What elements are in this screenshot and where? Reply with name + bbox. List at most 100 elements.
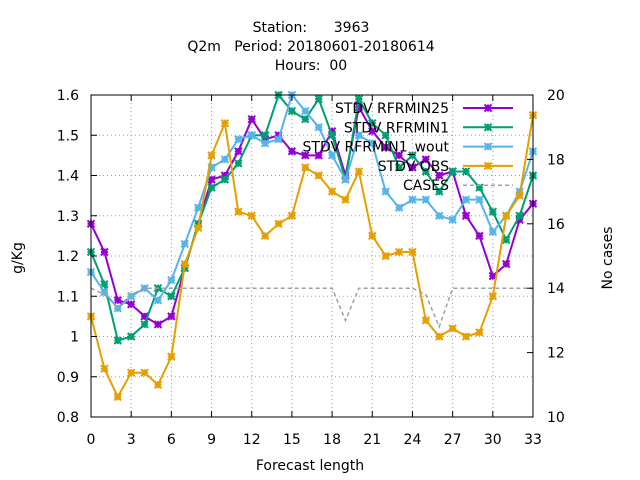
data-point [448, 215, 457, 224]
data-point [100, 279, 109, 289]
data-point [167, 275, 176, 285]
y2-tick-label: 10 [547, 410, 565, 426]
data-point [287, 211, 297, 220]
series-line [90, 92, 534, 342]
data-point [394, 163, 404, 172]
data-point [394, 203, 404, 212]
x-tick-label: 6 [167, 432, 176, 448]
data-point [234, 147, 243, 156]
data-point [314, 94, 323, 104]
data-point [461, 332, 471, 341]
data-point [368, 118, 377, 128]
y-tick-label: 0.8 [57, 410, 79, 426]
y2-tick-label: 16 [547, 217, 565, 233]
y-tick-label: 1.4 [57, 169, 79, 185]
x-tick-label: 21 [363, 432, 381, 448]
x-tick-label: 3 [127, 432, 136, 448]
x-tick-label: 9 [207, 432, 216, 448]
data-point [126, 368, 136, 377]
data-point [113, 336, 122, 345]
data-point [502, 235, 511, 245]
data-point [193, 203, 203, 212]
x-tick-label: 0 [87, 432, 96, 448]
data-point [140, 312, 149, 321]
data-point [515, 211, 524, 220]
data-point [301, 114, 310, 124]
series-line [90, 114, 534, 400]
y-tick-label: 1.6 [57, 88, 79, 104]
data-point [341, 175, 350, 184]
data-point [354, 167, 364, 176]
data-point [368, 127, 377, 136]
legend: STDV RFRMIN25 STDV RFRMIN1 STDV RFRMIN1_wo… [303, 101, 513, 194]
data-point [368, 139, 377, 148]
data-point [381, 143, 390, 152]
data-point [274, 131, 283, 140]
data-point [180, 239, 189, 249]
data-point [260, 139, 270, 148]
data-point [515, 191, 524, 200]
data-point [100, 247, 109, 257]
data-point [167, 312, 176, 321]
data-point [327, 187, 337, 196]
data-point [100, 364, 109, 373]
data-point [100, 288, 109, 297]
x-tick-label: 18 [323, 432, 341, 448]
legend-label: STDV RFRMIN25 [335, 101, 449, 117]
data-point [381, 131, 390, 140]
y-axis-label: g/Kg [10, 242, 26, 274]
data-point [421, 167, 431, 176]
data-point [220, 171, 230, 180]
data-point [113, 304, 122, 313]
series-line [90, 104, 534, 326]
data-point [341, 195, 350, 204]
data-point [180, 259, 189, 269]
data-point [461, 167, 471, 176]
data-point [394, 151, 404, 160]
data-point [274, 219, 283, 229]
data-point [488, 292, 498, 301]
y2-tick-label: 12 [547, 346, 565, 362]
legend-marker [483, 161, 493, 171]
x-tick-label: 24 [404, 432, 422, 448]
data-point [207, 175, 216, 184]
data-point [234, 135, 243, 144]
data-point [301, 151, 310, 160]
data-point [314, 151, 323, 160]
data-point [301, 163, 310, 172]
data-point [354, 102, 364, 112]
data-point [247, 211, 256, 220]
data-point [435, 171, 444, 180]
data-point [421, 195, 431, 204]
y2-axis-label: No cases [600, 227, 616, 290]
data-point [408, 195, 417, 204]
data-point [475, 231, 484, 241]
data-point [488, 227, 498, 237]
data-point [475, 183, 484, 192]
data-point [140, 320, 149, 329]
data-point [260, 131, 270, 140]
chart-title-line-1: Station: 3963 [253, 20, 370, 36]
data-point [461, 211, 471, 220]
series-cases [90, 287, 533, 329]
data-point [126, 300, 136, 309]
data-point [287, 106, 297, 116]
data-point [287, 147, 297, 156]
legend-label: CASES [403, 178, 449, 194]
data-point [381, 251, 390, 261]
y2-tick-label: 20 [547, 88, 565, 104]
y-tick-label: 1.3 [57, 209, 79, 225]
legend-marker [483, 103, 493, 113]
data-point [327, 127, 337, 136]
y-tick-label: 1 [70, 330, 79, 346]
series-stdv-obs [86, 110, 538, 402]
data-point [153, 380, 163, 390]
chart-title-line-2: Q2m Period: 20180601-20180614 [187, 39, 434, 55]
data-point [274, 135, 283, 144]
data-point [167, 352, 176, 361]
data-series [86, 90, 538, 402]
legend-label: STDV RFRMIN1_wout [303, 140, 450, 156]
data-point [327, 131, 337, 140]
data-point [126, 332, 136, 341]
x-axis-label: Forecast length [256, 458, 364, 474]
